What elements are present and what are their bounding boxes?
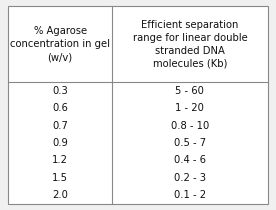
Text: 2.0: 2.0 (52, 190, 68, 200)
Text: 0.8 - 10: 0.8 - 10 (171, 121, 209, 131)
Text: 0.4 - 6: 0.4 - 6 (174, 155, 206, 165)
Text: 0.3: 0.3 (52, 86, 68, 96)
Text: 0.7: 0.7 (52, 121, 68, 131)
Text: 1 - 20: 1 - 20 (176, 103, 204, 113)
Text: 0.6: 0.6 (52, 103, 68, 113)
Text: 5 - 60: 5 - 60 (176, 86, 204, 96)
Text: 0.2 - 3: 0.2 - 3 (174, 173, 206, 183)
Text: 0.5 - 7: 0.5 - 7 (174, 138, 206, 148)
Text: 0.1 - 2: 0.1 - 2 (174, 190, 206, 200)
Text: 0.9: 0.9 (52, 138, 68, 148)
Text: % Agarose
concentration in gel
(w/v): % Agarose concentration in gel (w/v) (10, 26, 110, 62)
Text: 1.5: 1.5 (52, 173, 68, 183)
Text: 1.2: 1.2 (52, 155, 68, 165)
Text: Efficient separation
range for linear double
stranded DNA
molecules (Kb): Efficient separation range for linear do… (132, 20, 247, 68)
